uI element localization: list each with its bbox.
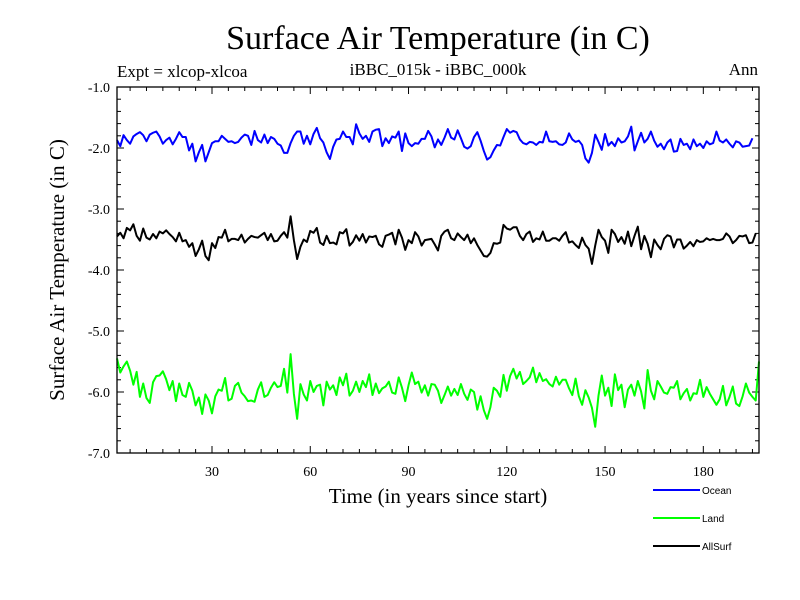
x-tick-label: 180 <box>693 465 714 480</box>
y-tick-label: -1.0 <box>88 81 110 96</box>
x-tick-label: 90 <box>402 465 416 480</box>
y-tick-label: -6.0 <box>88 386 110 401</box>
x-tick-label: 150 <box>595 465 616 480</box>
legend: Ocean Land AllSurf <box>653 486 732 553</box>
x-tick-label: 60 <box>303 465 317 480</box>
legend-label-allsurf: AllSurf <box>702 542 732 553</box>
legend-label-land: Land <box>702 514 724 525</box>
experiment-label: Expt = xlcop-xlcoa <box>117 62 248 81</box>
x-tick-labels: 30 60 90 120 150 180 <box>205 465 714 480</box>
chart-title: Surface Air Temperature (in C) <box>226 20 650 57</box>
x-tick-label: 120 <box>496 465 517 480</box>
x-axis-label: Time (in years since start) <box>329 484 548 508</box>
y-tick-label: -4.0 <box>88 264 110 279</box>
series-line-land <box>116 353 760 428</box>
y-axis-label: Surface Air Temperature (in C) <box>45 139 69 401</box>
series-lines <box>116 123 760 428</box>
series-line-allsurf <box>116 215 757 265</box>
x-tick-label: 30 <box>205 465 219 480</box>
y-tick-label: -7.0 <box>88 447 110 462</box>
y-tick-label: -2.0 <box>88 142 110 157</box>
y-tick-label: -5.0 <box>88 325 110 340</box>
legend-label-ocean: Ocean <box>702 486 731 497</box>
period-label: Ann <box>729 60 759 79</box>
plot-frame <box>116 86 760 454</box>
y-tick-label: -3.0 <box>88 203 110 218</box>
y-tick-labels: -1.0 -2.0 -3.0 -4.0 -5.0 -6.0 -7.0 <box>88 81 110 462</box>
comparison-label: iBBC_015k - iBBC_000k <box>350 60 527 79</box>
series-line-ocean <box>116 123 754 164</box>
